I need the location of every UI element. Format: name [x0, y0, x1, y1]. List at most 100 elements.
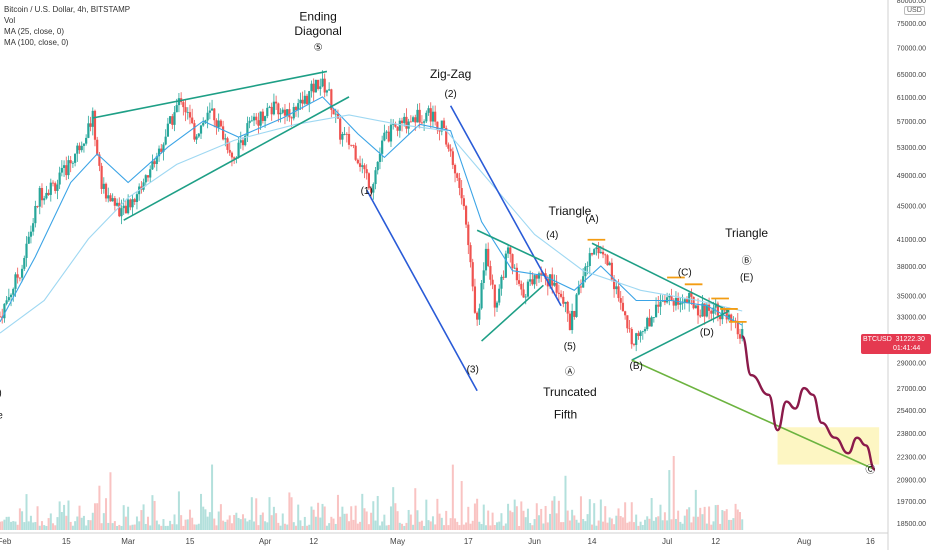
- volume-bar: [241, 514, 244, 530]
- candle-body: [467, 224, 470, 246]
- candle-body: [5, 300, 8, 304]
- candle-body: [144, 175, 147, 183]
- candle-body: [363, 165, 366, 170]
- candle-body: [498, 288, 501, 303]
- candle-body: [590, 253, 594, 255]
- volume-bar: [257, 525, 260, 530]
- ma-slow-label: MA (100, close, 0): [4, 38, 69, 47]
- candle-body: [104, 183, 108, 199]
- volume-bar: [268, 497, 271, 530]
- volume-bar: [80, 517, 83, 530]
- candle-body: [175, 105, 178, 113]
- candle-body: [456, 173, 459, 178]
- candle-body: [60, 167, 63, 173]
- volume-bar: [85, 525, 88, 530]
- candle-body: [688, 292, 691, 304]
- wave-label: (4): [546, 230, 558, 241]
- candle-body: [674, 297, 678, 306]
- volume-bar: [237, 517, 240, 530]
- volume-bar: [513, 499, 516, 530]
- volume-bar: [427, 520, 430, 530]
- candle-body: [361, 165, 364, 167]
- volume-bar: [586, 514, 589, 530]
- volume-bar: [407, 509, 410, 530]
- volume-bar: [16, 524, 19, 530]
- candle-body: [279, 112, 282, 115]
- candle-body: [692, 296, 695, 309]
- candle-body: [160, 148, 163, 152]
- volume-bar: [511, 512, 514, 530]
- candle-body: [275, 101, 278, 104]
- price-tag-value: 31222.30: [895, 336, 925, 343]
- currency-tag[interactable]: USD: [904, 6, 925, 15]
- volume-bar: [290, 497, 293, 530]
- volume-bar: [224, 521, 227, 530]
- volume-bar: [314, 516, 317, 530]
- volume-bar: [533, 519, 536, 530]
- candle-body: [166, 123, 169, 137]
- candle-body: [230, 152, 234, 158]
- candle-body: [208, 110, 211, 113]
- volume-bar: [524, 517, 527, 530]
- volume-bar: [208, 512, 211, 530]
- y-tick-label: 25400.00: [897, 408, 926, 415]
- wave-label: (E): [740, 272, 753, 283]
- candle-body: [25, 243, 28, 258]
- y-tick-label: 53000.00: [897, 145, 926, 152]
- candle-body: [162, 144, 165, 152]
- candle-body: [115, 202, 119, 206]
- candle-body: [250, 120, 253, 122]
- y-tick-label: 19700.00: [897, 499, 926, 506]
- volume-bar: [27, 521, 30, 530]
- volume-bar: [736, 509, 739, 530]
- candle-body: [727, 314, 731, 320]
- candle-body: [370, 188, 373, 193]
- volume-bar: [153, 500, 156, 530]
- volume-bar: [215, 525, 218, 530]
- candle-body: [308, 91, 311, 105]
- volume-bar: [431, 516, 434, 530]
- candle-body: [440, 120, 443, 132]
- volume-bar: [635, 514, 638, 530]
- volume-bar: [619, 516, 622, 530]
- candle-body: [182, 102, 185, 108]
- candle-body: [694, 305, 697, 309]
- candle-body: [27, 236, 30, 244]
- candle-body: [619, 298, 622, 303]
- volume-bar: [582, 518, 585, 530]
- volume-bar: [663, 512, 666, 530]
- volume-bar: [591, 524, 593, 530]
- volume-bar: [370, 512, 373, 530]
- candle-body: [36, 205, 39, 207]
- volume-bar: [129, 525, 132, 530]
- volume-bar: [177, 491, 180, 530]
- candle-body: [339, 118, 342, 140]
- candle-body: [367, 173, 370, 189]
- volume-label: Vol: [4, 16, 16, 25]
- volume-bar: [45, 525, 48, 530]
- candle-body: [107, 195, 110, 199]
- candle-body: [663, 300, 666, 303]
- wave-label: ⑤: [314, 42, 323, 53]
- candle-body: [469, 245, 472, 263]
- volume-bar: [396, 511, 399, 530]
- candle-body: [482, 270, 485, 284]
- volume-bar: [164, 525, 167, 530]
- wave-label: (3): [467, 365, 479, 376]
- candle-body: [345, 133, 348, 135]
- volume-bar: [557, 500, 560, 530]
- volume-bar: [560, 522, 563, 530]
- volume-bar: [171, 524, 174, 530]
- volume-bar: [217, 511, 220, 530]
- candle-body: [407, 121, 410, 129]
- wedge-trendline: [92, 70, 328, 119]
- candle-body: [332, 109, 335, 115]
- candle-body: [118, 202, 121, 217]
- candle-body: [246, 123, 249, 136]
- volume-bar: [418, 521, 421, 530]
- candle-body: [500, 276, 503, 289]
- candle-body: [447, 144, 450, 149]
- wedge-trendline: [481, 284, 544, 342]
- candle-body: [434, 111, 437, 122]
